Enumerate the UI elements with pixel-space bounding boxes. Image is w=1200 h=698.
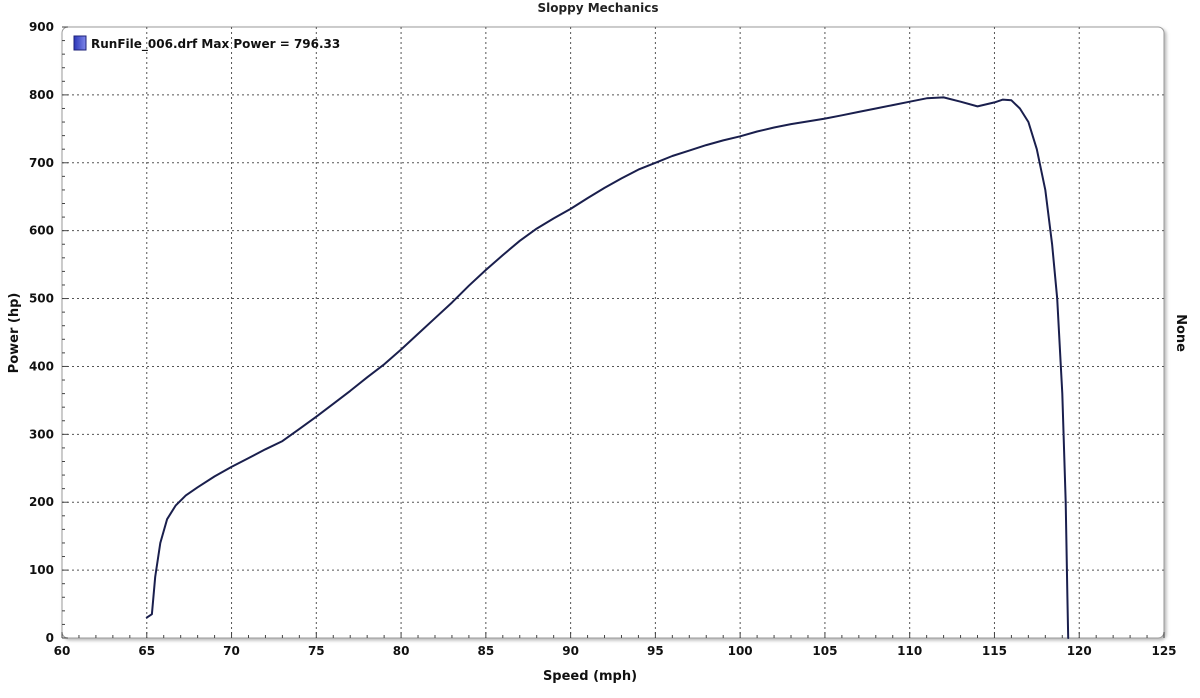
y-tick-label: 0 — [46, 631, 54, 645]
x-tick-label: 85 — [477, 644, 494, 658]
minor-ticks — [61, 26, 1165, 639]
x-tick-label: 60 — [54, 644, 71, 658]
x-tick-label: 125 — [1151, 644, 1176, 658]
plot-frame — [61, 26, 1165, 639]
y-tick-label: 900 — [29, 20, 54, 34]
x-tick-label: 80 — [393, 644, 410, 658]
x-tick-label: 70 — [223, 644, 240, 658]
y-axis-title: Power (hp) — [7, 293, 22, 374]
x-tick-label: 115 — [982, 644, 1007, 658]
y-tick-label: 200 — [29, 495, 54, 509]
y-tick-label: 800 — [29, 88, 54, 102]
x-axis-ticks: 60 65 70 75 80 85 90 95 100 105 110 115 120 125 — [54, 644, 1177, 658]
y-tick-label: 400 — [29, 359, 54, 373]
x-tick-label: 95 — [647, 644, 664, 658]
y-tick-label: 700 — [29, 156, 54, 170]
legend-label: RunFile_006.drf Max Power = 796.33 — [91, 37, 340, 52]
x-tick-label: 110 — [897, 644, 922, 658]
x-tick-label: 65 — [138, 644, 155, 658]
y-tick-label: 600 — [29, 224, 54, 238]
series-line-power — [145, 96, 1070, 639]
chart-title: Sloppy Mechanics — [538, 1, 659, 15]
x-axis-title: Speed (mph) — [543, 669, 637, 684]
legend-swatch — [73, 35, 87, 51]
x-tick-label: 100 — [728, 644, 753, 658]
y-tick-label: 300 — [29, 427, 54, 441]
x-tick-label: 90 — [562, 644, 579, 658]
legend: RunFile_006.drf Max Power = 796.33 — [73, 35, 340, 52]
series-layer — [145, 96, 1070, 639]
gridlines — [62, 27, 1164, 638]
right-axis-title: None — [1173, 314, 1188, 352]
y-axis-ticks: 0 100 200 300 400 500 600 700 800 900 — [29, 20, 54, 645]
y-tick-label: 100 — [29, 563, 54, 577]
x-tick-label: 75 — [308, 644, 325, 658]
y-tick-label: 500 — [29, 292, 54, 306]
x-tick-label: 120 — [1067, 644, 1092, 658]
x-tick-label: 105 — [812, 644, 837, 658]
